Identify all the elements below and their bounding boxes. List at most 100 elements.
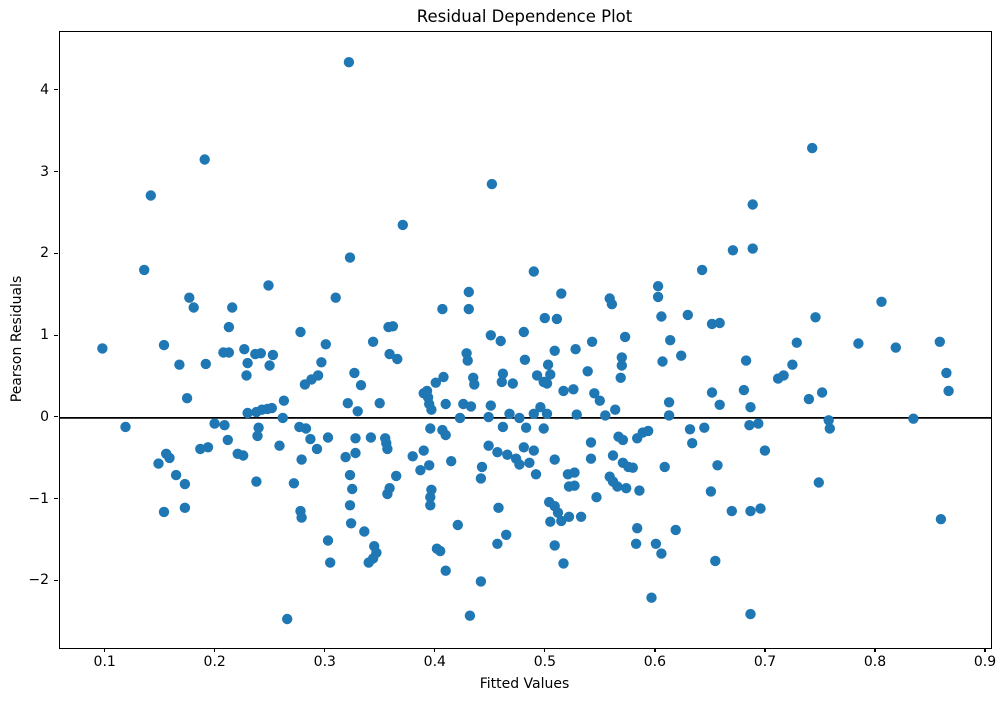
data-point bbox=[712, 460, 723, 471]
data-point bbox=[253, 422, 264, 433]
x-tick-label: 0.9 bbox=[973, 654, 997, 670]
x-tick-label: 0.4 bbox=[423, 654, 446, 670]
data-point bbox=[342, 398, 353, 409]
data-point bbox=[305, 433, 316, 445]
data-point bbox=[684, 424, 696, 435]
data-point bbox=[745, 402, 756, 413]
data-point bbox=[558, 385, 569, 397]
data-point bbox=[541, 378, 553, 389]
data-point bbox=[454, 412, 466, 424]
data-point bbox=[495, 335, 506, 347]
data-point bbox=[296, 454, 307, 465]
data-point bbox=[650, 538, 662, 549]
data-point bbox=[462, 355, 473, 366]
data-point bbox=[610, 404, 621, 415]
data-point bbox=[340, 451, 351, 463]
data-point bbox=[943, 385, 954, 397]
data-point bbox=[747, 199, 758, 210]
data-point bbox=[430, 377, 441, 388]
data-point bbox=[705, 486, 717, 497]
data-point bbox=[387, 321, 399, 332]
data-point bbox=[759, 445, 771, 456]
data-point bbox=[179, 478, 191, 490]
data-point bbox=[164, 452, 175, 464]
data-point bbox=[440, 398, 451, 410]
data-point bbox=[545, 369, 556, 380]
data-point bbox=[656, 548, 667, 559]
data-point bbox=[209, 418, 220, 429]
data-point bbox=[778, 370, 789, 381]
data-point bbox=[350, 433, 361, 444]
x-tick-label: 0.2 bbox=[203, 654, 226, 670]
data-point bbox=[549, 540, 560, 551]
data-point bbox=[791, 337, 802, 348]
data-point bbox=[643, 425, 654, 437]
data-point bbox=[663, 410, 675, 421]
y-tick-mark bbox=[53, 416, 58, 418]
data-point bbox=[452, 519, 463, 531]
scatter-canvas bbox=[60, 57, 991, 625]
data-point bbox=[738, 384, 750, 396]
data-point bbox=[535, 402, 546, 413]
data-point bbox=[502, 449, 513, 460]
data-point bbox=[158, 339, 170, 351]
data-point bbox=[665, 335, 676, 346]
y-tick-mark bbox=[53, 498, 58, 500]
data-point bbox=[344, 500, 356, 511]
data-point bbox=[607, 450, 619, 461]
data-point bbox=[170, 469, 182, 481]
data-point bbox=[465, 401, 477, 412]
data-point bbox=[322, 432, 334, 443]
data-point bbox=[242, 357, 253, 369]
data-point bbox=[696, 264, 708, 276]
data-point bbox=[518, 326, 529, 338]
data-point bbox=[485, 330, 496, 341]
data-point bbox=[241, 370, 252, 381]
data-point bbox=[139, 264, 150, 276]
data-point bbox=[659, 461, 670, 473]
data-point bbox=[496, 376, 507, 388]
data-point bbox=[663, 397, 675, 408]
data-point bbox=[365, 432, 377, 443]
data-point bbox=[934, 336, 945, 347]
y-axis-label: Pearson Residuals bbox=[9, 275, 25, 403]
y-tick-label: 4 bbox=[40, 81, 49, 98]
data-point bbox=[343, 57, 355, 68]
data-point bbox=[425, 423, 436, 434]
y-tick-label: 2 bbox=[40, 245, 49, 262]
data-point bbox=[255, 348, 266, 359]
data-point bbox=[184, 292, 195, 303]
data-point bbox=[299, 379, 311, 390]
data-point bbox=[706, 318, 718, 330]
data-point bbox=[582, 366, 593, 377]
x-tick-label: 0.7 bbox=[753, 654, 777, 670]
x-tick-label: 0.1 bbox=[93, 654, 116, 670]
data-point bbox=[153, 458, 164, 469]
data-point bbox=[518, 442, 529, 453]
data-point bbox=[407, 451, 418, 462]
data-point bbox=[349, 367, 360, 379]
y-tick-label: −1 bbox=[28, 490, 49, 507]
data-point bbox=[616, 360, 627, 371]
x-tick-mark bbox=[214, 648, 216, 653]
data-point bbox=[320, 339, 331, 350]
y-tick-mark bbox=[53, 334, 58, 336]
data-point bbox=[740, 355, 752, 366]
data-point bbox=[619, 331, 631, 343]
data-point bbox=[425, 492, 436, 503]
data-point bbox=[586, 336, 598, 347]
data-point bbox=[520, 422, 532, 433]
data-point bbox=[568, 384, 579, 395]
data-point bbox=[316, 357, 327, 368]
data-point bbox=[514, 412, 525, 424]
data-point bbox=[282, 613, 293, 625]
data-point bbox=[202, 442, 214, 453]
data-point bbox=[714, 399, 725, 410]
data-point bbox=[682, 309, 693, 321]
chart-title: Residual Dependence Plot bbox=[416, 7, 633, 26]
x-tick-label: 0.8 bbox=[863, 654, 887, 670]
data-point bbox=[745, 608, 756, 620]
data-point bbox=[475, 473, 487, 484]
data-point bbox=[627, 462, 638, 473]
data-point bbox=[744, 420, 755, 431]
